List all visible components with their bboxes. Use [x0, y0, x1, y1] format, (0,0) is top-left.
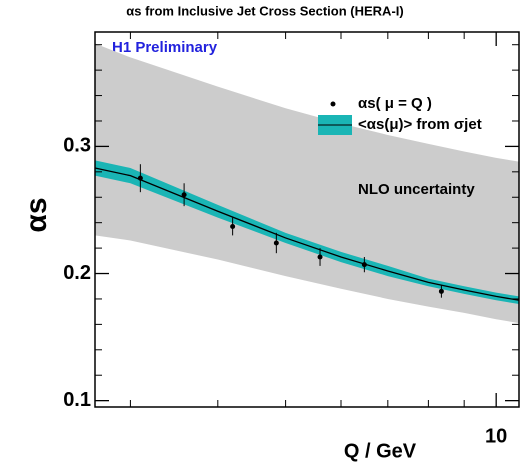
legend-swatch: [318, 179, 352, 201]
point: [317, 254, 323, 260]
legend-label: NLO uncertainty: [358, 181, 475, 198]
point: [273, 240, 279, 246]
point: [137, 175, 143, 181]
legend-label: αs( μ = Q ): [358, 95, 432, 112]
x-tick-label: 10: [485, 425, 507, 447]
y-tick-label: 0.1: [63, 389, 91, 411]
y-axis-label: αs: [20, 197, 53, 232]
annotation: H1 Preliminary: [112, 39, 218, 56]
legend-marker: [330, 101, 336, 107]
plot-frame: [94, 31, 520, 408]
band: [95, 160, 519, 305]
point: [181, 192, 187, 198]
y-tick-label: 0.2: [63, 262, 91, 284]
band: [95, 43, 519, 324]
x-axis-label: Q / GeV: [344, 440, 417, 462]
point: [438, 288, 444, 294]
point: [230, 223, 236, 229]
legend-label: <αs(μ)> from σjet: [358, 116, 482, 133]
y-tick-label: 0.3: [63, 135, 91, 157]
point: [361, 262, 367, 268]
chart-title: αs from Inclusive Jet Cross Section (HER…: [126, 3, 403, 18]
